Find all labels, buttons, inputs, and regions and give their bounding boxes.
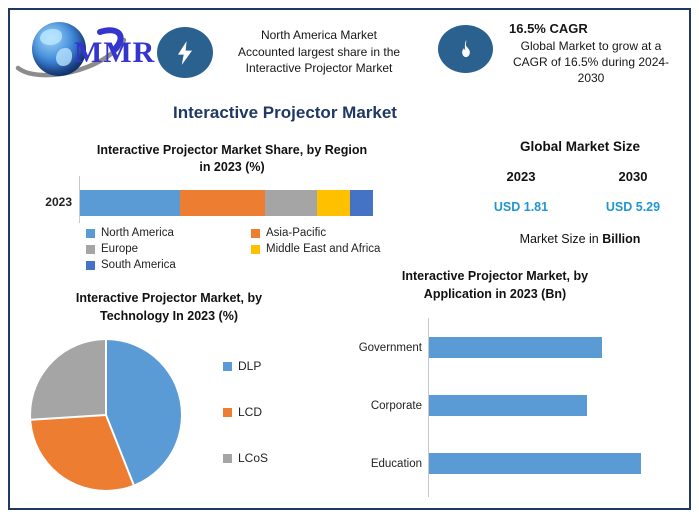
legend-label: LCoS — [238, 451, 269, 465]
legend-label: Asia-Pacific — [266, 227, 327, 239]
legend-marker-dlp — [223, 361, 232, 371]
application-label-government: Government — [358, 341, 422, 354]
technology-legend-item: LCD — [223, 405, 268, 419]
region-segment-north-america — [80, 190, 180, 216]
legend-marker-middle-east-africa — [251, 244, 260, 254]
region-chart-y-axis — [79, 176, 80, 223]
technology-legend-item: DLP — [223, 359, 268, 373]
market-size-year-2023: 2023 — [506, 169, 536, 184]
application-chart-title-line: Application in 2023 (Bn) — [423, 286, 567, 301]
legend-label: Europe — [101, 243, 139, 255]
region-segment-middle-east-and-africa — [317, 190, 350, 216]
cagr-title: 16.5% CAGR — [509, 21, 588, 36]
page-title: Interactive Projector Market — [173, 103, 397, 122]
legend-marker-europe — [86, 244, 95, 254]
region-stacked-bar — [80, 190, 373, 216]
application-bar-corporate — [429, 395, 588, 416]
technology-chart-title: Interactive Projector Market, by Technol… — [38, 290, 300, 325]
legend-marker-asia-pacific — [251, 228, 260, 238]
application-chart-title-line: Interactive Projector Market, by — [401, 269, 589, 283]
pie-slice-separator — [31, 414, 107, 421]
region-segment-asia-pacific — [179, 190, 265, 216]
region-legend-item: Europe — [86, 243, 251, 255]
region-segment-europe — [264, 190, 318, 216]
cagr-line: 2030 — [577, 71, 605, 85]
lightning-icon — [157, 27, 213, 78]
technology-pie-chart — [31, 340, 181, 490]
highlight-share-line: North America Market — [260, 28, 378, 42]
globe-icon — [32, 22, 86, 76]
flame-icon — [438, 25, 493, 73]
application-chart-row: Government — [330, 337, 603, 358]
region-legend-item: North America — [86, 227, 251, 239]
market-size-value-2030: USD 5.29 — [605, 200, 661, 214]
market-size-note-prefix: Market Size in — [519, 232, 603, 246]
market-size-note-unit: Billion — [602, 232, 641, 246]
legend-label: LCD — [238, 405, 263, 419]
application-chart-title: Interactive Projector Market, by Applica… — [383, 268, 607, 303]
application-chart-row: Education — [330, 453, 642, 474]
market-size-year-2030: 2030 — [618, 169, 648, 184]
highlight-cagr-text: 16.5% CAGR Global Market to grow at a CA… — [497, 21, 685, 86]
highlight-share-line: Accounted largest share in the — [237, 44, 401, 59]
highlight-share-line: Interactive Projector Market — [245, 61, 393, 75]
cagr-line: Global Market to grow at a — [520, 39, 662, 53]
mmr-logo: MMR — [12, 10, 162, 88]
application-chart-y-axis — [428, 318, 429, 497]
region-legend: North America Asia-Pacific Europe Middle… — [86, 227, 406, 271]
application-chart-row: Corporate — [330, 395, 588, 416]
highlight-share-text: North America Market Accounted largest s… — [212, 27, 426, 77]
pie-slice-separator — [105, 340, 107, 415]
legend-label: Middle East and Africa — [266, 243, 381, 255]
region-chart-title-line: in 2023 (%) — [199, 160, 265, 174]
legend-label: DLP — [238, 359, 262, 373]
technology-legend: DLP LCD LCoS — [223, 359, 268, 465]
application-bar-chart: Government Corporate Education — [330, 318, 660, 498]
legend-label: South America — [101, 259, 176, 271]
cagr-line: CAGR of 16.5% during 2024- — [512, 55, 670, 69]
region-chart-title: Interactive Projector Market Share, by R… — [48, 142, 416, 176]
application-bar-education — [429, 453, 642, 474]
technology-chart-title-line: Interactive Projector Market, by — [75, 291, 263, 305]
legend-label: North America — [101, 227, 174, 239]
region-legend-item: Asia-Pacific — [251, 227, 406, 239]
legend-marker-lcos — [223, 453, 232, 463]
brand-name: MMR — [74, 36, 156, 69]
application-label-education: Education — [370, 457, 422, 470]
region-legend-item: Middle East and Africa — [251, 243, 406, 255]
pie-slice-separator — [105, 414, 135, 486]
market-size-note: Market Size in Billion — [470, 232, 690, 246]
application-bar-government — [429, 337, 603, 358]
region-chart-category-label: 2023 — [45, 195, 72, 209]
global-market-size-title: Global Market Size — [519, 139, 641, 154]
market-size-value-2023: USD 1.81 — [493, 200, 549, 214]
region-segment-south-america — [349, 190, 373, 216]
legend-marker-lcd — [223, 407, 232, 417]
region-chart-title-line: Interactive Projector Market Share, by R… — [96, 143, 368, 157]
region-legend-item: South America — [86, 259, 251, 271]
application-label-corporate: Corporate — [370, 399, 422, 412]
legend-marker-north-america — [86, 228, 95, 238]
technology-chart-title-line: Technology In 2023 (%) — [100, 308, 238, 323]
legend-marker-south-america — [86, 260, 95, 270]
technology-legend-item: LCoS — [223, 451, 268, 465]
